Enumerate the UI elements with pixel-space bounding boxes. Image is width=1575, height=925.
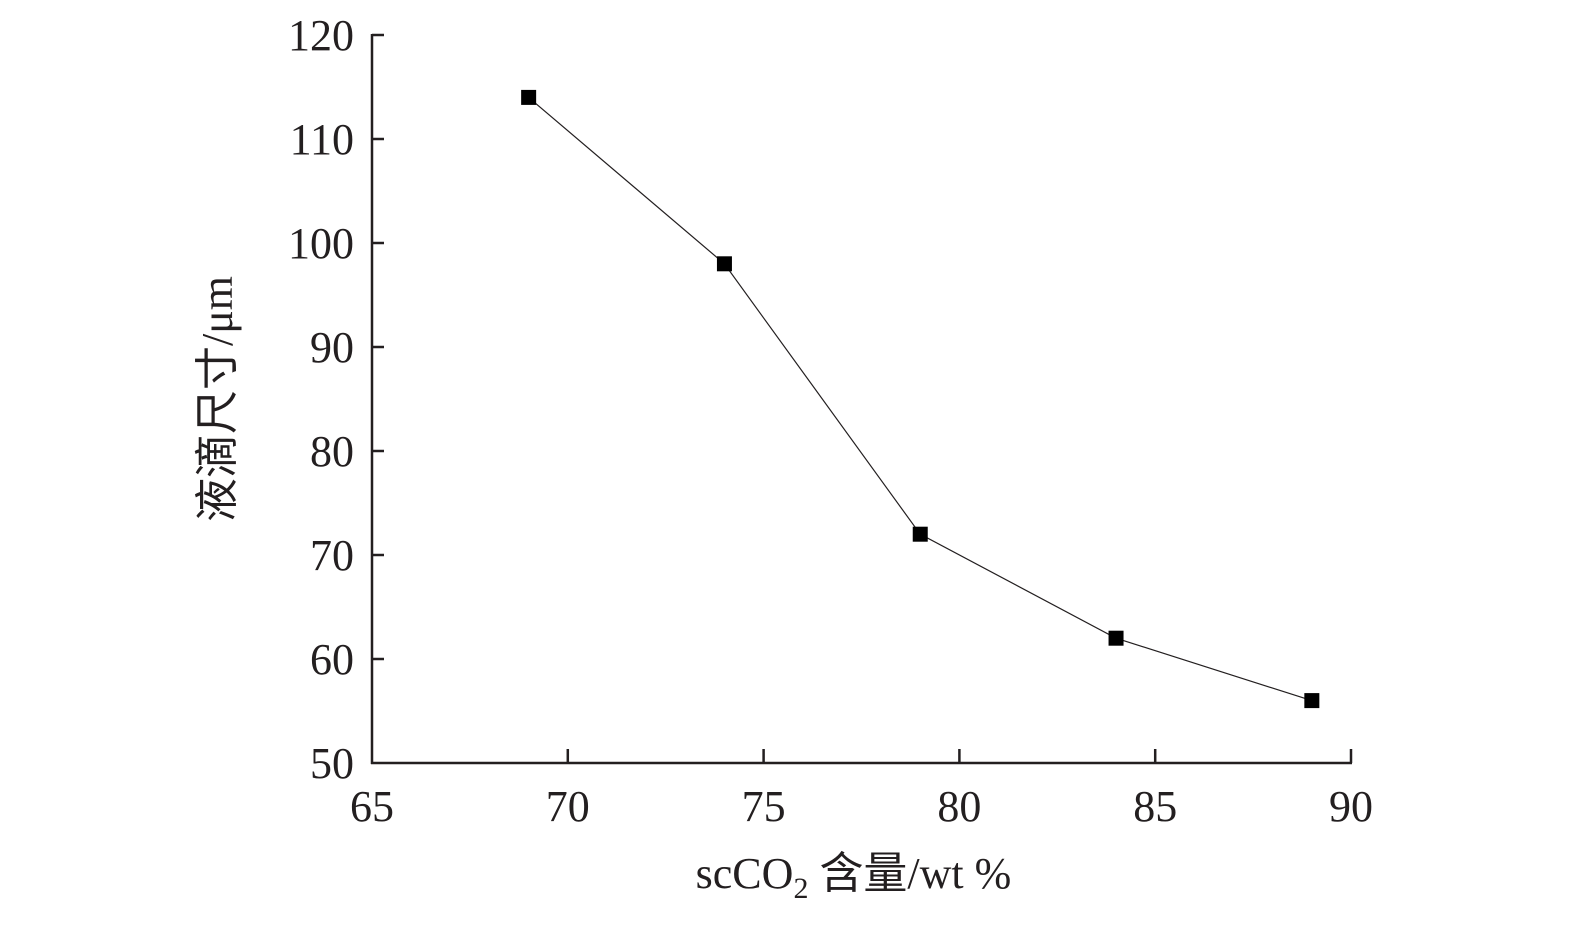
y-tick-label: 80 bbox=[310, 427, 354, 476]
x-tick-label: 65 bbox=[350, 782, 394, 831]
x-ticks: 65 70 75 80 85 90 bbox=[350, 749, 1373, 831]
y-tick-label: 120 bbox=[288, 11, 354, 60]
y-tick-label: 90 bbox=[310, 323, 354, 372]
y-tick-label: 60 bbox=[310, 635, 354, 684]
series bbox=[521, 89, 1320, 709]
data-point-marker bbox=[716, 256, 732, 272]
x-axis-title-subscript: 2 bbox=[793, 872, 808, 905]
data-point-marker bbox=[1304, 693, 1320, 709]
series-line bbox=[528, 96, 1312, 702]
x-tick-label: 75 bbox=[742, 782, 786, 831]
x-tick-label: 80 bbox=[937, 782, 981, 831]
x-axis-title-suffix: 含量/wt % bbox=[808, 849, 1011, 898]
x-tick-label: 85 bbox=[1133, 782, 1177, 831]
x-tick-label: 90 bbox=[1329, 782, 1373, 831]
y-tick-label: 70 bbox=[310, 531, 354, 580]
x-axis-title: scCO2 含量/wt % bbox=[696, 849, 1012, 905]
x-axis-title-prefix: scCO bbox=[696, 849, 794, 898]
y-axis-title: 液滴尺寸/μm bbox=[193, 276, 242, 522]
y-tick-label: 110 bbox=[290, 115, 354, 164]
data-point-marker bbox=[521, 89, 537, 105]
data-point-marker bbox=[912, 526, 928, 542]
y-ticks: 50 60 70 80 90 100 110 120 bbox=[288, 11, 384, 788]
y-tick-label: 100 bbox=[288, 219, 354, 268]
axes bbox=[370, 34, 1352, 765]
data-point-marker bbox=[1108, 630, 1124, 646]
y-tick-label: 50 bbox=[310, 739, 354, 788]
x-tick-label: 70 bbox=[546, 782, 590, 831]
